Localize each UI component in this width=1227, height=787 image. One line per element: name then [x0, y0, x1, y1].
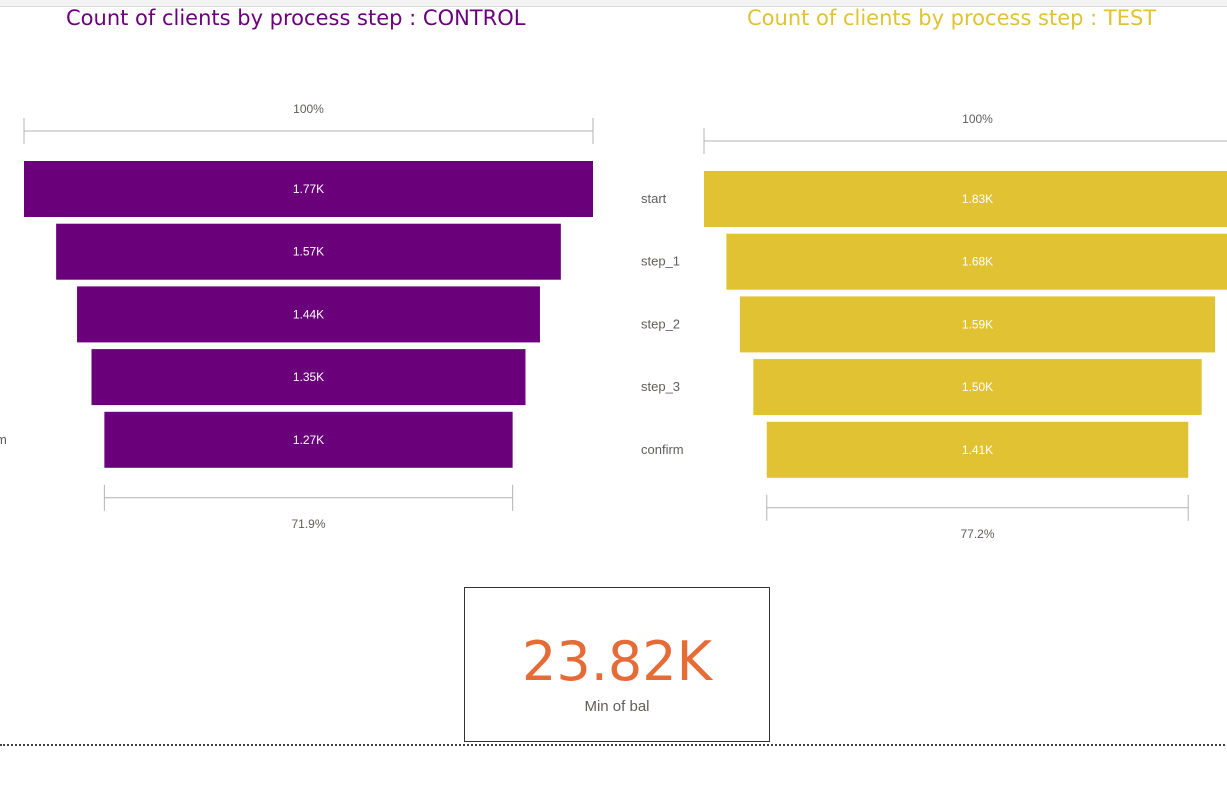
funnel-bar[interactable] [104, 411, 513, 468]
bar-data-label: 1.57K [293, 245, 324, 259]
category-label: start [641, 191, 667, 206]
funnel-bar[interactable] [753, 359, 1202, 416]
top-bracket [703, 128, 1227, 154]
bar-data-label: 1.77K [293, 182, 324, 196]
funnel-bar[interactable] [704, 171, 1227, 227]
funnel-bar[interactable] [24, 161, 593, 217]
bar-data-label: 1.41K [962, 443, 993, 457]
kpi-label: Min of bal [584, 698, 650, 715]
test-chart-title: Count of clients by process step : TEST [747, 6, 1157, 30]
funnel-bar[interactable] [766, 421, 1189, 478]
top-percent-label: 100% [293, 102, 324, 116]
category-label: step_2 [641, 316, 680, 331]
bar-data-label: 1.83K [962, 192, 993, 206]
page-dotted-divider [0, 744, 1225, 746]
bottom-bracket [103, 484, 514, 511]
bar-data-label: 1.50K [962, 380, 993, 394]
funnel-bar[interactable] [56, 223, 561, 280]
bar-data-label: 1.68K [962, 255, 993, 269]
bottom-bracket [766, 494, 1189, 521]
control-funnel-chart[interactable]: 100% 1.77K 1.57K 1.44K 1.35K 1.27K m 71.9% [0, 0, 620, 560]
kpi-card[interactable]: 23.82K Min of bal [464, 587, 770, 742]
category-label: step_3 [641, 379, 680, 394]
kpi-value: 23.82K [521, 630, 712, 693]
funnel-bar[interactable] [726, 233, 1227, 290]
top-percent-label: 100% [962, 112, 993, 126]
top-toolbar-strip [0, 0, 1227, 7]
category-label: m [0, 432, 7, 447]
funnel-bar[interactable] [739, 296, 1216, 353]
category-label: step_1 [641, 254, 680, 269]
bottom-percent-label: 77.2% [960, 527, 994, 541]
bar-data-label: 1.27K [293, 433, 324, 447]
bar-data-label: 1.59K [962, 317, 993, 331]
bottom-percent-label: 71.9% [291, 517, 325, 531]
bar-data-label: 1.44K [293, 307, 324, 321]
bar-data-label: 1.35K [293, 370, 324, 384]
category-label: confirm [641, 442, 684, 457]
top-bracket [23, 118, 594, 144]
test-funnel-chart[interactable]: 100% 1.83K start 1.68K step_1 1.59K step_2 1.50… [0, 0, 1227, 560]
control-chart-title: Count of clients by process step : CONTR… [66, 6, 526, 30]
funnel-bar[interactable] [77, 286, 540, 343]
funnel-bar[interactable] [91, 349, 526, 406]
